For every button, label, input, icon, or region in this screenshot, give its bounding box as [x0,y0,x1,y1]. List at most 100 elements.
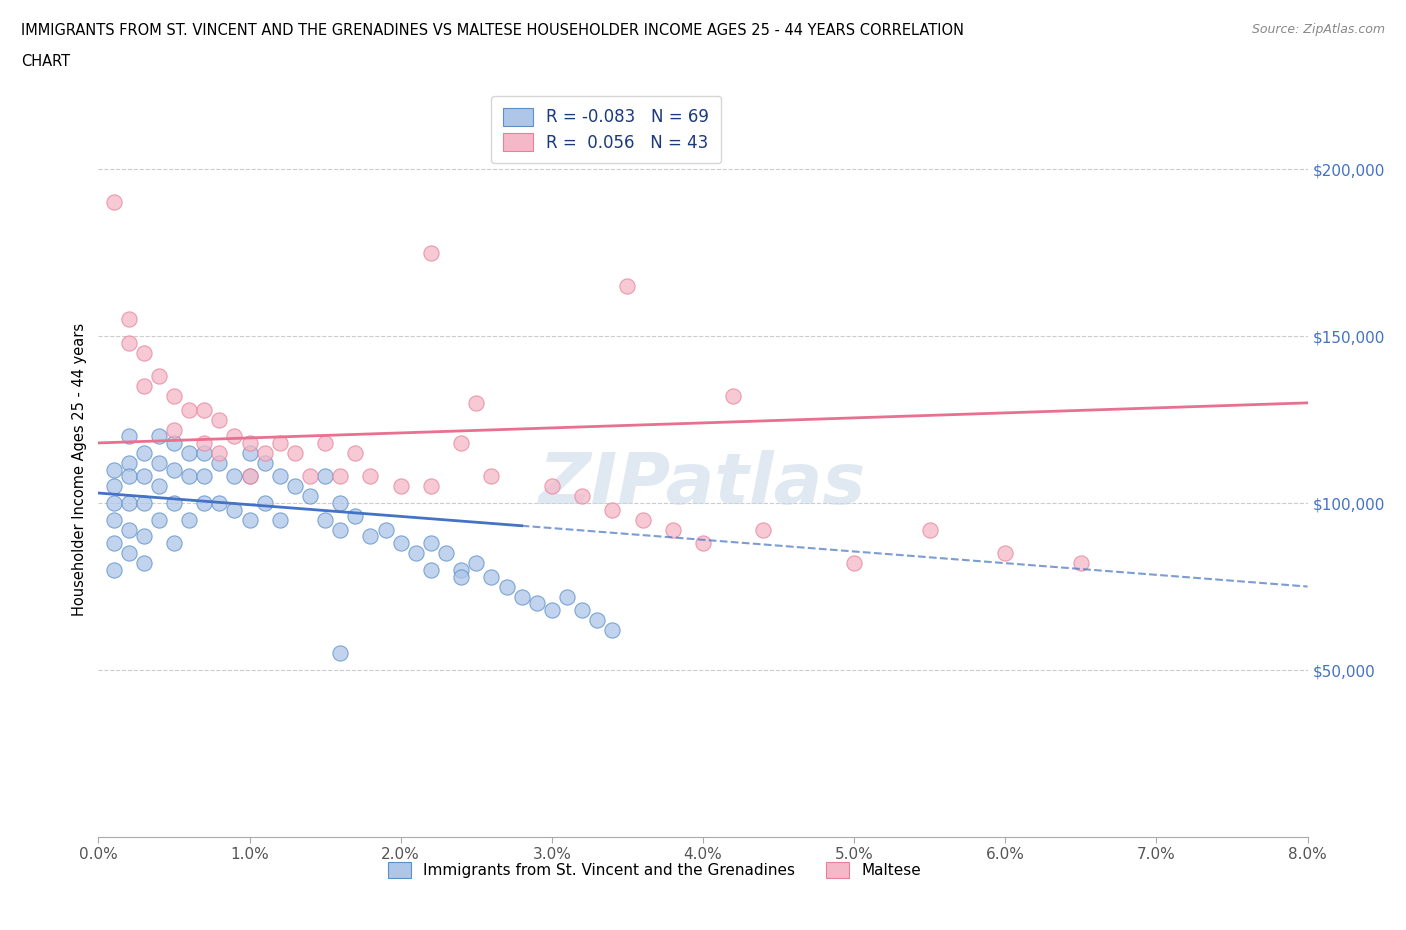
Point [163,422,186,437]
Point [163,462,186,477]
Point [450,569,472,584]
Point [344,445,367,460]
Point [179,512,201,527]
Point [314,469,336,484]
Point [239,469,262,484]
Point [148,479,170,494]
Point [148,429,170,444]
Point [374,523,396,538]
Text: IMMIGRANTS FROM ST. VINCENT AND THE GRENADINES VS MALTESE HOUSEHOLDER INCOME AGE: IMMIGRANTS FROM ST. VINCENT AND THE GREN… [21,23,965,38]
Point [540,479,562,494]
Point [132,529,155,544]
Point [193,402,215,417]
Text: CHART: CHART [21,54,70,69]
Point [224,429,246,444]
Point [103,496,125,511]
Point [103,195,125,210]
Point [208,456,231,471]
Point [495,579,517,594]
Point [540,603,562,618]
Y-axis label: Householder Income Ages 25 - 44 years: Householder Income Ages 25 - 44 years [72,323,87,617]
Point [163,435,186,450]
Point [918,523,941,538]
Text: Source: ZipAtlas.com: Source: ZipAtlas.com [1251,23,1385,36]
Point [224,502,246,517]
Text: ZIPatlas: ZIPatlas [540,450,866,519]
Point [193,445,215,460]
Point [360,469,382,484]
Point [118,456,141,471]
Point [148,368,170,383]
Point [994,546,1017,561]
Point [299,489,322,504]
Point [450,435,472,450]
Point [118,496,141,511]
Point [208,496,231,511]
Point [132,556,155,571]
Point [103,512,125,527]
Point [132,469,155,484]
Point [179,445,201,460]
Point [103,536,125,551]
Point [239,512,262,527]
Point [103,479,125,494]
Point [661,523,683,538]
Point [465,556,488,571]
Point [132,345,155,360]
Point [179,469,201,484]
Point [616,279,638,294]
Point [193,469,215,484]
Point [420,479,443,494]
Point [253,496,276,511]
Point [481,469,503,484]
Point [602,622,624,637]
Point [723,389,745,404]
Point [389,479,412,494]
Point [692,536,714,551]
Point [360,529,382,544]
Point [602,502,624,517]
Point [284,479,307,494]
Point [405,546,427,561]
Point [299,469,322,484]
Point [103,563,125,578]
Point [118,429,141,444]
Point [239,435,262,450]
Point [132,496,155,511]
Point [193,496,215,511]
Point [148,512,170,527]
Point [1070,556,1092,571]
Point [465,395,488,410]
Point [450,563,472,578]
Point [253,456,276,471]
Point [253,445,276,460]
Point [269,435,291,450]
Point [132,445,155,460]
Point [631,512,654,527]
Point [163,389,186,404]
Point [132,379,155,393]
Point [269,469,291,484]
Point [586,613,609,628]
Point [389,536,412,551]
Point [118,523,141,538]
Point [571,489,593,504]
Point [193,435,215,450]
Point [420,536,443,551]
Point [344,509,367,524]
Point [752,523,775,538]
Point [148,456,170,471]
Legend: Immigrants from St. Vincent and the Grenadines, Maltese: Immigrants from St. Vincent and the Gren… [382,857,927,884]
Point [103,462,125,477]
Point [314,512,336,527]
Point [329,646,352,661]
Point [329,496,352,511]
Point [163,496,186,511]
Point [329,469,352,484]
Point [434,546,457,561]
Point [314,435,336,450]
Point [163,536,186,551]
Point [571,603,593,618]
Point [118,546,141,561]
Point [420,563,443,578]
